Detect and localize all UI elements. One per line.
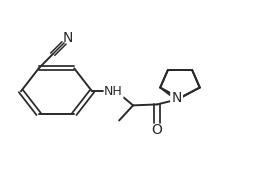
Text: O: O (151, 123, 162, 137)
Text: N: N (62, 31, 72, 45)
Text: N: N (171, 91, 181, 105)
Text: NH: NH (104, 85, 122, 98)
Text: N: N (171, 91, 181, 105)
